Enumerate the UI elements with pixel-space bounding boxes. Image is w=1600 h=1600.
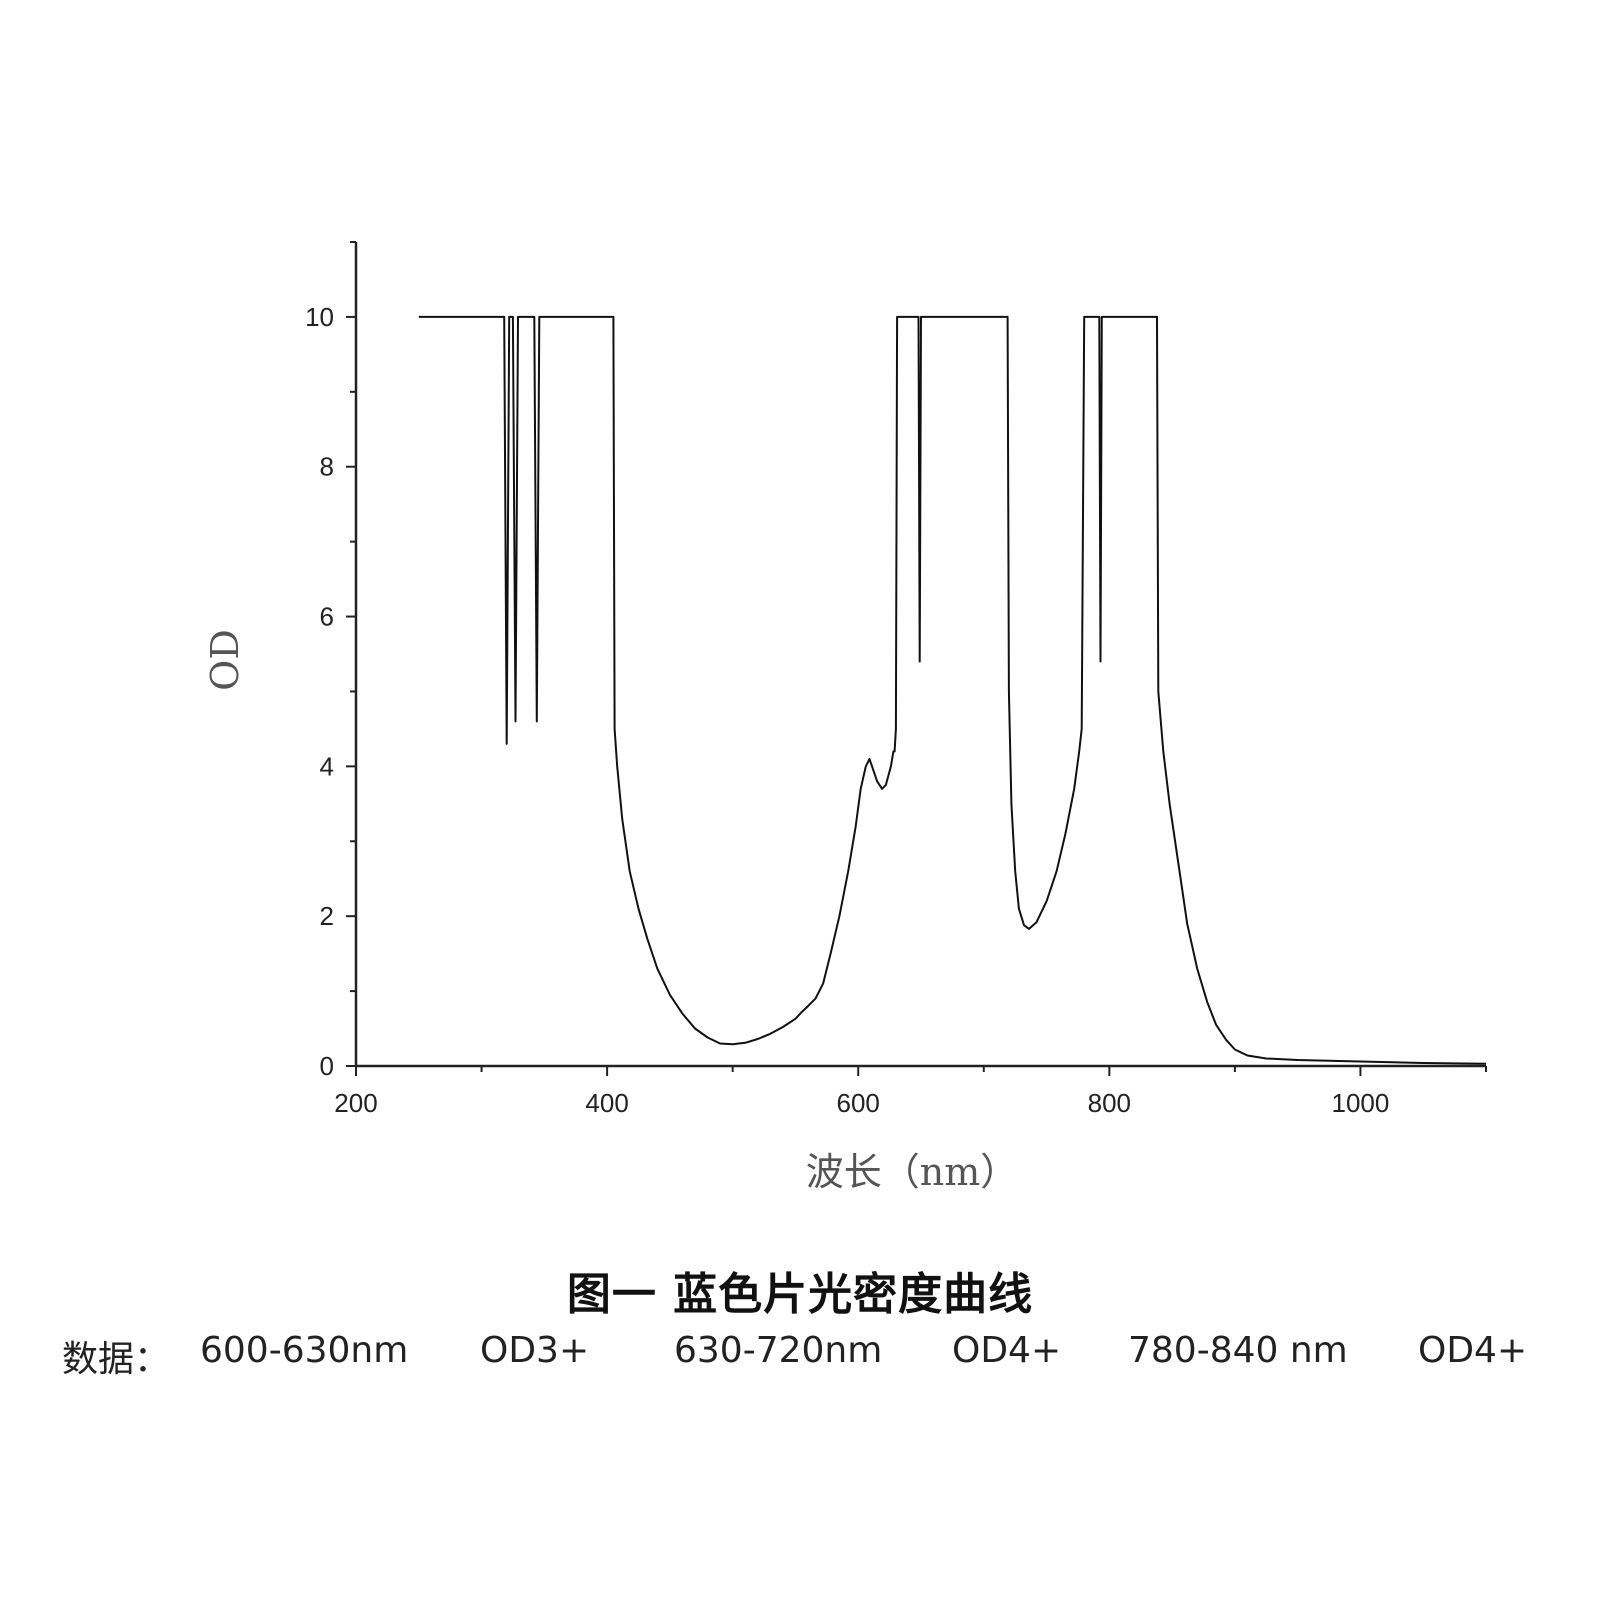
chart-ticks: 200 400 600 800 1000 0 2 4 6 8 10	[305, 241, 1487, 1118]
x-tick-label: 400	[585, 1088, 628, 1118]
data-note-prefix: 数据：	[62, 1339, 171, 1380]
y-tick-label: 2	[320, 901, 334, 931]
od-series-line	[418, 315, 1487, 1065]
x-axis-title: 波长（nm）	[806, 1150, 1019, 1194]
x-tick-label: 200	[334, 1088, 377, 1118]
data-note-od-1: OD3+	[480, 1330, 590, 1371]
y-tick-label: 10	[305, 302, 334, 332]
data-note-range-2: 630-720nm	[674, 1330, 883, 1371]
y-tick-label: 0	[320, 1051, 334, 1081]
y-tick-label: 4	[320, 751, 334, 781]
y-axis-title: OD	[203, 629, 247, 691]
data-note-od-2: OD4+	[952, 1330, 1062, 1371]
series-layer	[418, 315, 1487, 1065]
data-note-range-1: 600-630nm	[200, 1330, 409, 1371]
data-note-range-3: 780-840 nm	[1128, 1330, 1348, 1371]
x-tick-label: 1000	[1332, 1088, 1390, 1118]
x-tick-label: 800	[1088, 1088, 1131, 1118]
chart-axes	[354, 242, 1486, 1068]
data-note-od-3: OD4+	[1418, 1330, 1528, 1371]
y-tick-label: 6	[320, 602, 334, 632]
y-tick-label: 8	[320, 452, 334, 482]
figure-caption: 图一 蓝色片光密度曲线	[566, 1269, 1034, 1320]
x-tick-label: 600	[837, 1088, 880, 1118]
